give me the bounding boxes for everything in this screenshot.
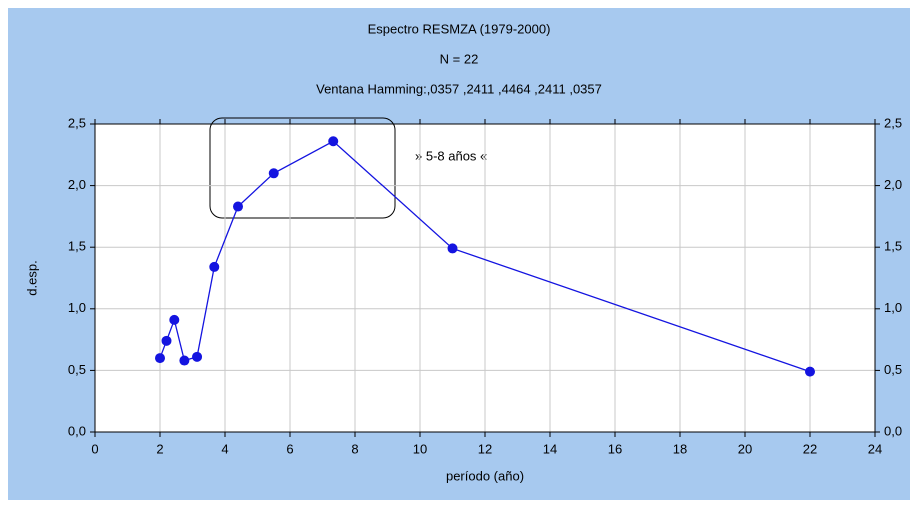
point bbox=[155, 353, 165, 364]
x-tick-label: 18 bbox=[673, 441, 687, 456]
x-tick-label: 22 bbox=[803, 441, 817, 456]
chart-caption: Ventana Hamming:,0357 ,2411 ,4464 ,2411 … bbox=[316, 81, 602, 96]
annotation: » 5-8 años « bbox=[415, 148, 487, 163]
point bbox=[161, 335, 172, 346]
point bbox=[447, 243, 458, 254]
x-axis-label: período (año) bbox=[446, 468, 524, 483]
x-tick-label: 24 bbox=[868, 441, 882, 456]
chart-title: Espectro RESMZA (1979-2000) bbox=[368, 21, 551, 36]
x-tick-label: 0 bbox=[91, 441, 98, 456]
point bbox=[233, 201, 243, 212]
y2-tick-label: 2,0 bbox=[884, 177, 902, 192]
y2-tick-label: 0,0 bbox=[884, 423, 902, 438]
point bbox=[169, 314, 180, 325]
x-tick-label: 6 bbox=[286, 441, 293, 456]
point bbox=[192, 351, 203, 362]
y-tick-label: 2,0 bbox=[68, 177, 86, 192]
point bbox=[209, 261, 220, 272]
x-tick-label: 20 bbox=[738, 441, 752, 456]
x-tick-label: 10 bbox=[413, 441, 427, 456]
y2-tick-label: 2,5 bbox=[884, 115, 902, 130]
y-axis-label: d.esp. bbox=[24, 260, 39, 295]
y2-tick-label: 0,5 bbox=[884, 362, 902, 377]
chart-subtitle: N = 22 bbox=[440, 51, 479, 66]
point bbox=[328, 136, 339, 147]
x-tick-label: 8 bbox=[351, 441, 358, 456]
plot-frame bbox=[94, 123, 876, 433]
y-tick-label: 0,0 bbox=[68, 423, 86, 438]
x-tick-label: 16 bbox=[608, 441, 622, 456]
y-tick-label: 1,0 bbox=[68, 300, 86, 315]
point bbox=[268, 168, 279, 179]
x-tick-label: 14 bbox=[543, 441, 557, 456]
y-tick-label: 2,5 bbox=[68, 115, 86, 130]
x-tick-label: 12 bbox=[478, 441, 492, 456]
point bbox=[805, 366, 815, 377]
point bbox=[179, 355, 190, 366]
y2-tick-label: 1,0 bbox=[884, 300, 902, 315]
x-tick-label: 2 bbox=[156, 441, 163, 456]
highlight-box bbox=[209, 117, 396, 219]
y-tick-label: 1,5 bbox=[68, 239, 86, 254]
y2-tick-label: 1,5 bbox=[884, 239, 902, 254]
x-tick-label: 4 bbox=[221, 441, 228, 456]
y-tick-label: 0,5 bbox=[68, 362, 86, 377]
